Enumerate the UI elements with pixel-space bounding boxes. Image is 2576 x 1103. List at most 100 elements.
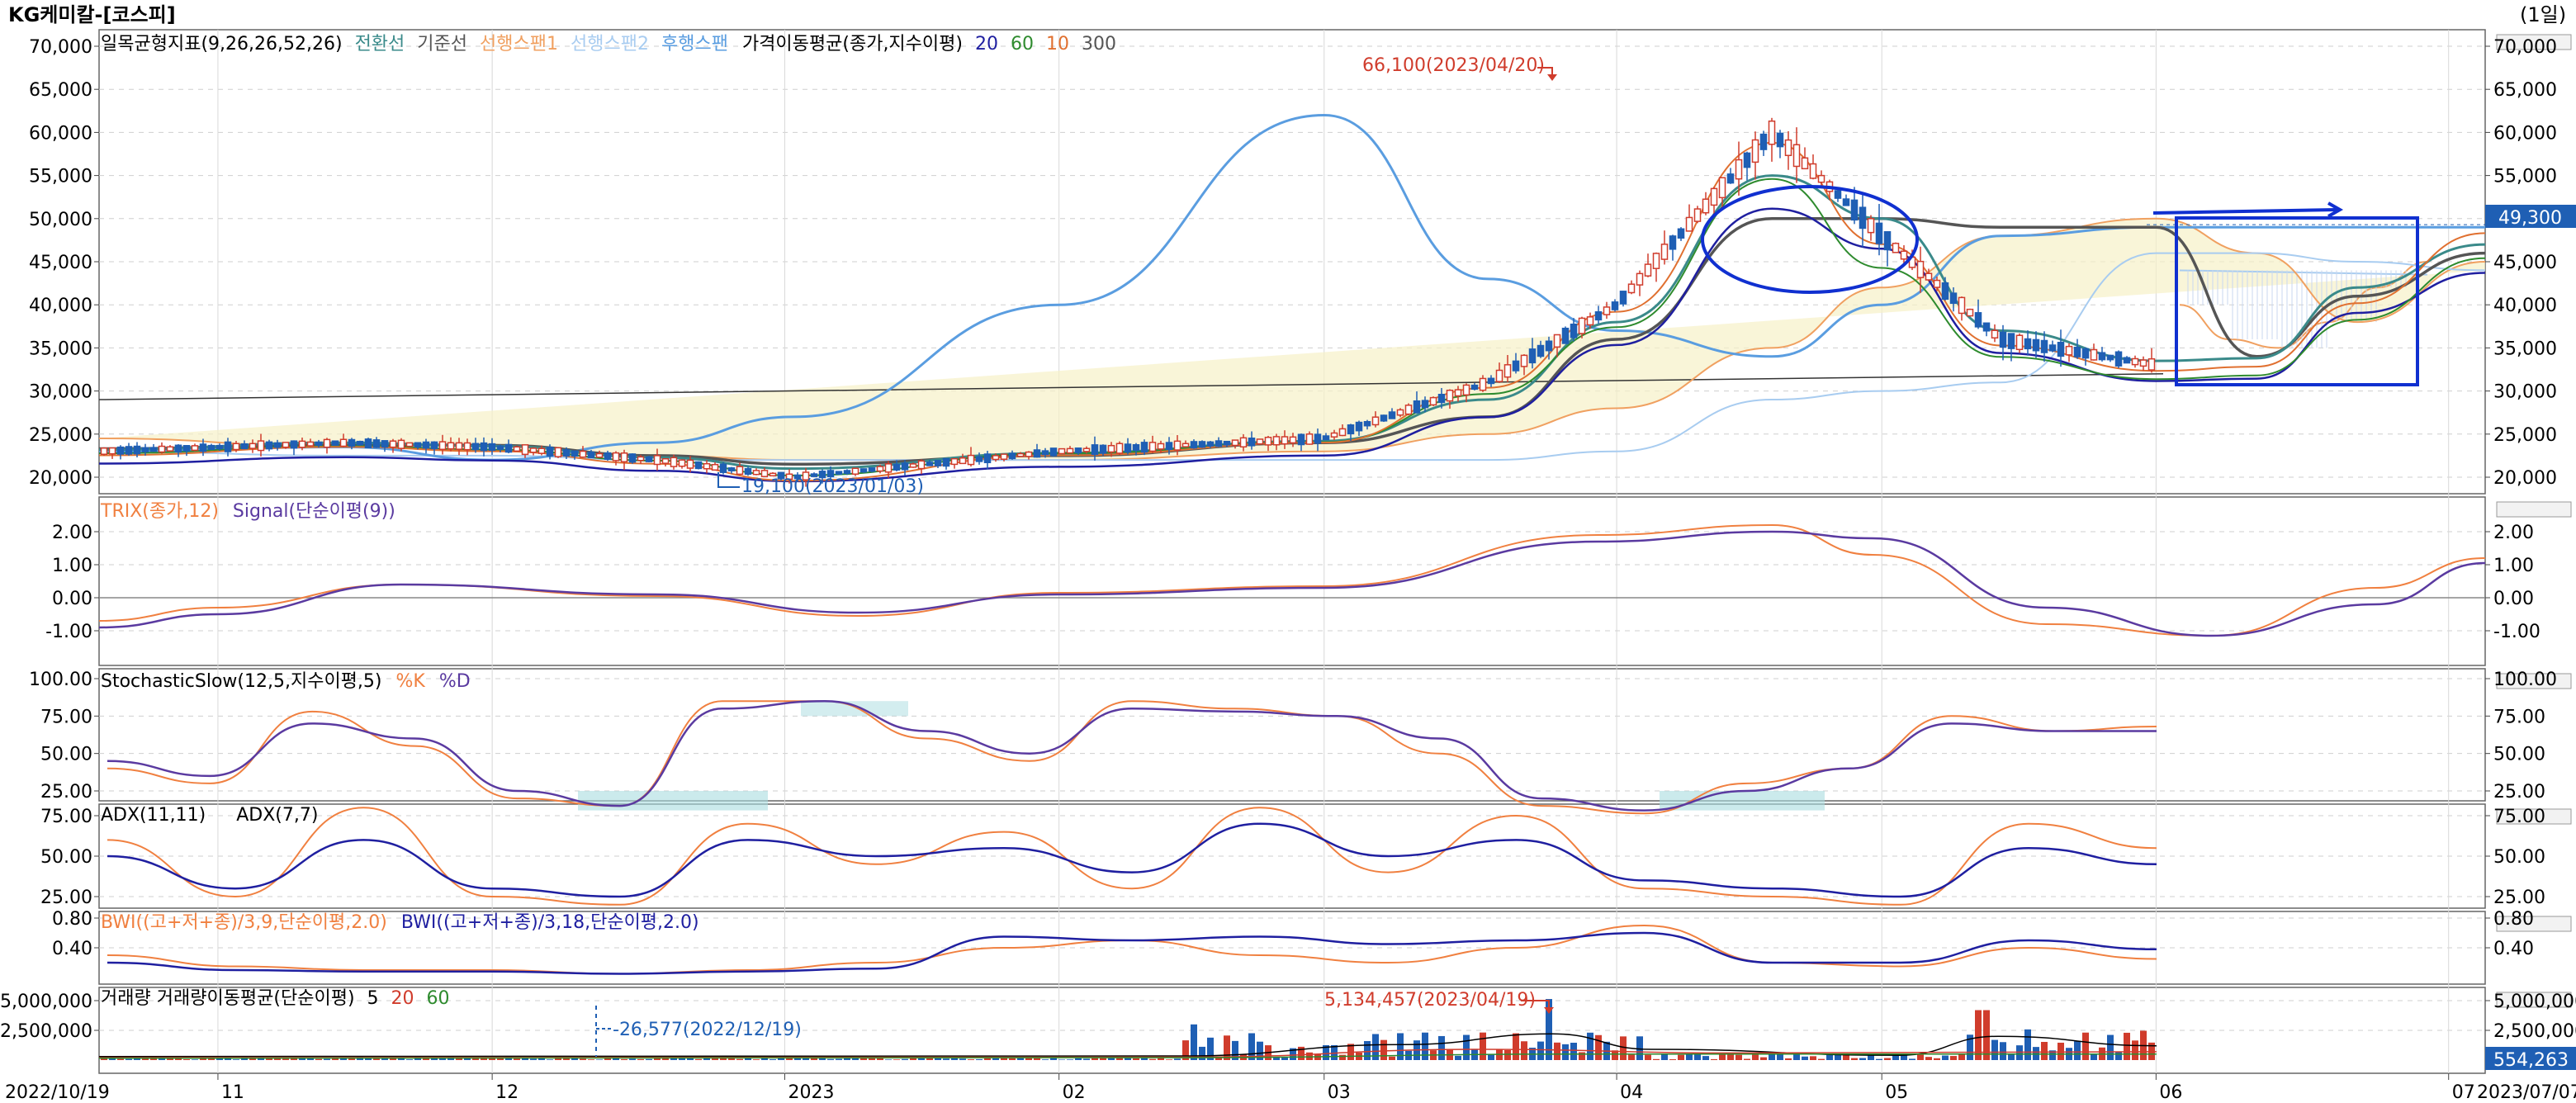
y-tick-label: 50.00 xyxy=(40,847,92,868)
candle-body xyxy=(752,470,760,476)
volume-bar xyxy=(1034,1058,1040,1060)
candle-body xyxy=(537,447,546,454)
volume-bar xyxy=(175,1058,182,1060)
current-price: 49,300 xyxy=(2498,208,2562,229)
y-tick-label: 25,000 xyxy=(2493,425,2557,446)
volume-bar xyxy=(1050,1056,1057,1060)
y-tick-label: 1.00 xyxy=(2493,556,2534,576)
volume-bar xyxy=(1001,1058,1007,1060)
volume-bar xyxy=(1669,1059,1676,1060)
legend-span1: 선행스팬1 xyxy=(480,34,558,54)
volume-bar xyxy=(2132,1040,2138,1060)
volume-bar xyxy=(1727,1054,1734,1060)
candle-body xyxy=(1528,348,1537,364)
volume-bar xyxy=(1925,1057,1932,1060)
candle-body xyxy=(1726,173,1735,184)
volume-bar xyxy=(1810,1056,1816,1060)
volume-bar xyxy=(1818,1058,1825,1060)
adx11-line xyxy=(107,822,2157,898)
candle-body xyxy=(2106,354,2114,361)
volume-bar xyxy=(2057,1042,2064,1060)
y-tick-label: 70,000 xyxy=(2493,37,2557,58)
candle-body xyxy=(1281,436,1289,445)
volume-bar xyxy=(464,1058,471,1060)
volume-bar xyxy=(1884,1058,1891,1060)
candle-body xyxy=(2073,346,2081,357)
candle-body xyxy=(1900,250,1908,260)
candle-body xyxy=(125,446,133,455)
candle-body xyxy=(1033,449,1041,458)
y-tick-label: 30,000 xyxy=(29,382,92,403)
candle-body xyxy=(1710,187,1718,206)
candle-body xyxy=(678,459,686,467)
candle-body xyxy=(950,457,959,466)
volume-bar xyxy=(902,1058,908,1060)
volume-bar xyxy=(1281,1057,1288,1060)
candle-body xyxy=(1223,440,1231,446)
candle-body xyxy=(447,442,455,450)
volume-bar xyxy=(365,1057,372,1060)
volume-bar xyxy=(1372,1034,1379,1060)
volume-bar xyxy=(1257,1041,1263,1060)
candle-body xyxy=(348,438,356,447)
candle-body xyxy=(992,455,1000,461)
candle-body xyxy=(1157,443,1165,450)
candle-body xyxy=(620,452,628,463)
volume-bar xyxy=(481,1058,487,1060)
y-tick-label: 75.00 xyxy=(40,707,92,727)
volume-bar xyxy=(571,1058,578,1060)
volume-bar xyxy=(2107,1034,2114,1060)
volume-bar xyxy=(1174,1058,1181,1060)
candle-body xyxy=(1462,384,1470,396)
candle-body xyxy=(983,453,992,464)
y-tick-label: 100.00 xyxy=(2493,670,2557,690)
volume-bar xyxy=(860,1058,867,1060)
candle-body xyxy=(438,441,447,451)
volume-bar xyxy=(373,1058,380,1060)
volume-bar xyxy=(299,1058,305,1060)
volume-bar xyxy=(183,1059,190,1060)
legend-volume: 거래량 xyxy=(101,988,151,1009)
volume-bar xyxy=(2082,1032,2089,1060)
volume-bar xyxy=(530,1058,537,1060)
candle-body xyxy=(612,452,620,462)
volume-bar xyxy=(390,1058,396,1060)
candle-body xyxy=(1594,311,1603,321)
candle-body xyxy=(1925,272,1933,281)
panel-control-buttons xyxy=(2496,673,2572,689)
volume-bar xyxy=(1166,1059,1172,1060)
period-label: (1일) xyxy=(2520,3,2566,26)
candle-body xyxy=(1685,216,1693,232)
volume-bar xyxy=(1224,1035,1230,1060)
stoch-k-line xyxy=(107,700,2157,815)
volume-bar xyxy=(1116,1056,1123,1060)
candle-body xyxy=(1338,428,1347,437)
candle-body xyxy=(1487,377,1495,385)
volume-bar xyxy=(1851,1058,1858,1060)
candle-body xyxy=(372,439,381,448)
panel-frame xyxy=(98,496,2486,666)
candle-body xyxy=(694,461,703,470)
ma20-line xyxy=(98,207,2486,483)
volume-bar xyxy=(1711,1058,1717,1060)
candle-body xyxy=(1140,442,1148,453)
panel-control-buttons xyxy=(2496,808,2572,825)
volume-bar xyxy=(1149,1058,1156,1060)
y-tick-label: 25.00 xyxy=(2493,888,2545,908)
candle-body xyxy=(1091,444,1099,456)
volume-bar xyxy=(629,1058,636,1060)
volume-bar xyxy=(1339,1054,1346,1060)
candle-body xyxy=(1768,120,1776,145)
volume-bar xyxy=(1380,1039,1387,1060)
volume-bar xyxy=(1983,1010,1990,1060)
candle-body xyxy=(785,473,793,480)
volume-bar xyxy=(794,1058,801,1060)
y-tick-label: 25.00 xyxy=(2493,782,2545,802)
volume-bar xyxy=(2049,1050,2056,1060)
candle-body xyxy=(719,463,727,473)
volume-bar xyxy=(852,1057,859,1060)
candle-body xyxy=(1570,323,1578,338)
y-tick-label: 5,000,000 xyxy=(0,992,92,1012)
volume-bar xyxy=(1735,1054,1742,1060)
candle-body xyxy=(554,447,562,457)
